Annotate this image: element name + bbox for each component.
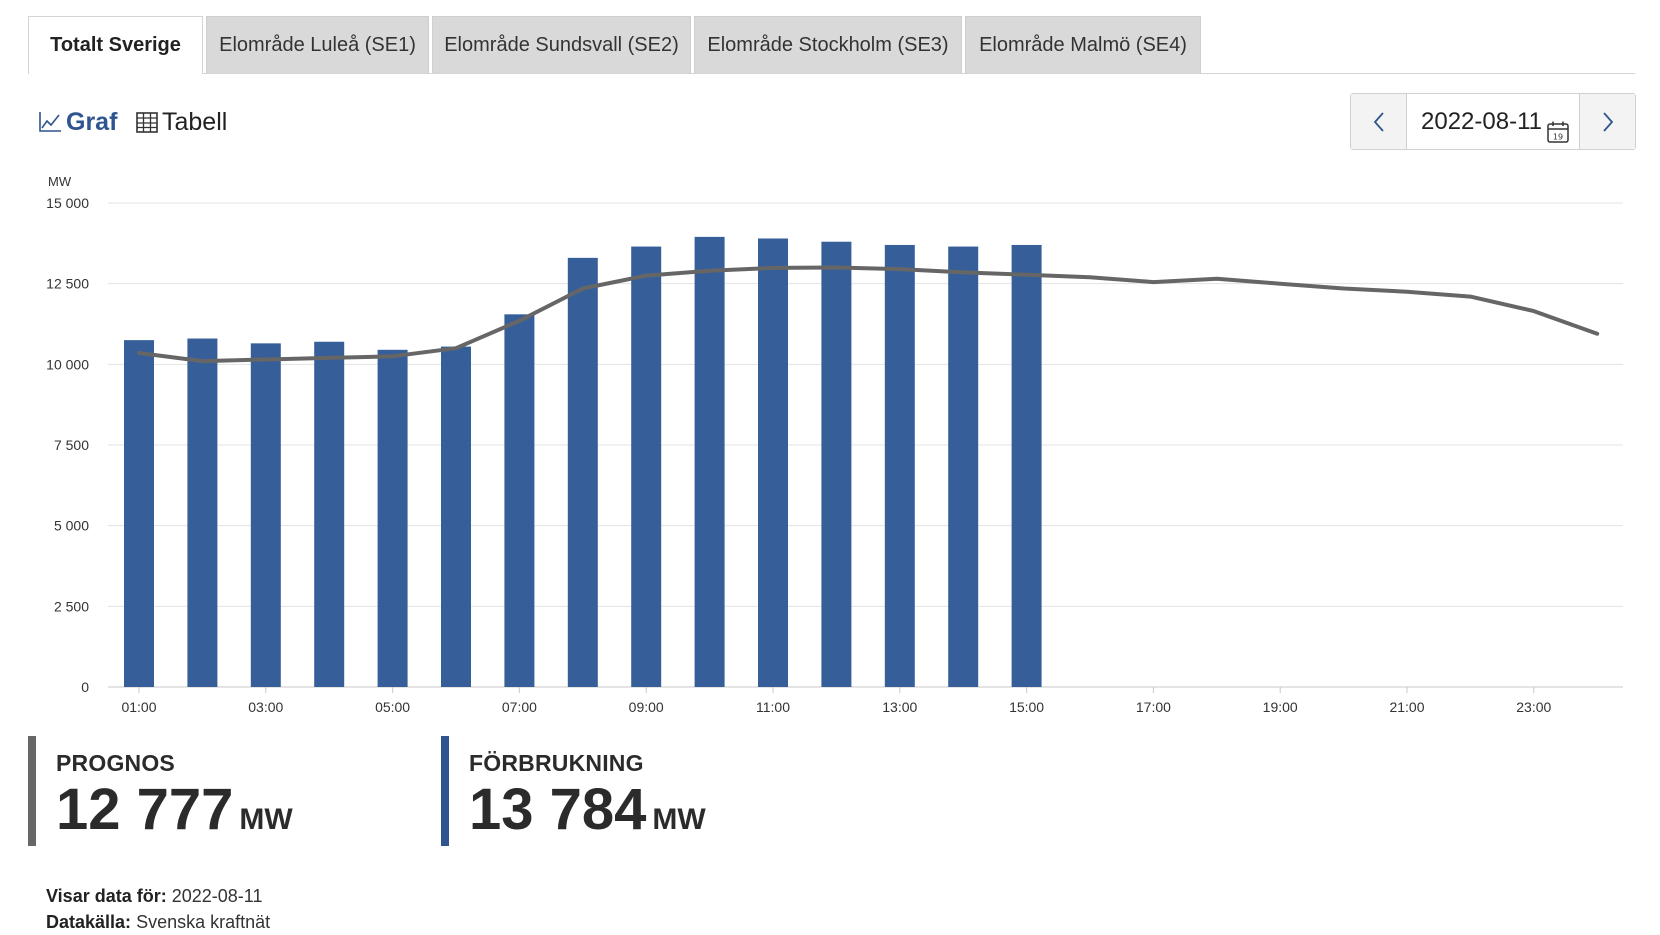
- prognos-summary: PROGNOS 12 777 MW: [28, 736, 293, 846]
- x-tick-label: 21:00: [1389, 699, 1424, 715]
- tab-se3[interactable]: Elområde Stockholm (SE3): [694, 16, 962, 73]
- x-tick-label: 07:00: [502, 699, 537, 715]
- x-tick-label: 13:00: [882, 699, 917, 715]
- table-view-label: Tabell: [162, 108, 228, 136]
- chevron-left-icon: [1373, 111, 1384, 132]
- consumption-bar: [948, 246, 979, 687]
- tab-se1[interactable]: Elområde Luleå (SE1): [206, 16, 429, 73]
- consumption-bar: [187, 338, 218, 687]
- consumption-bar: [314, 341, 345, 687]
- y-tick-label: 15 000: [46, 195, 89, 211]
- consumption-chart: MW 0 2 500 5 000 7 500 10 000 12 500 15 000 01:0…: [46, 174, 1623, 715]
- date-info-value: 2022-08-11: [171, 886, 263, 906]
- forecast-line: [137, 265, 1600, 364]
- y-tick-label: 2 500: [54, 598, 89, 614]
- tab-se2[interactable]: Elområde Sundsvall (SE2): [432, 16, 691, 73]
- consumption-bar: [377, 349, 408, 687]
- x-tick-label: 19:00: [1263, 699, 1298, 715]
- prognos-value: 12 777: [56, 777, 234, 842]
- consumption-bar: [694, 236, 725, 687]
- x-tick-label: 01:00: [121, 699, 156, 715]
- date-value: 2022-08-11: [1421, 108, 1542, 135]
- forbrukning-summary: FÖRBRUKNING 13 784 MW: [441, 736, 706, 846]
- source-info-value: Svenska kraftnät: [136, 912, 271, 932]
- calendar-day-number: 19: [1553, 133, 1563, 142]
- x-tick-label: 23:00: [1516, 699, 1551, 715]
- graph-view-label: Graf: [66, 108, 118, 136]
- prognos-unit: MW: [239, 803, 293, 836]
- graph-view-button[interactable]: Graf: [38, 104, 117, 143]
- y-unit-label: MW: [48, 174, 72, 189]
- table-view-button[interactable]: Tabell: [136, 104, 227, 143]
- y-tick-label: 5 000: [54, 518, 89, 534]
- consumption-bar: [631, 246, 662, 687]
- next-day-button[interactable]: [1579, 94, 1635, 149]
- consumption-bar: [504, 314, 535, 687]
- region-tabs: Totalt Sverige Elområde Luleå (SE1) Elom…: [28, 16, 1635, 74]
- x-tick-label: 17:00: [1136, 699, 1171, 715]
- x-tick-label: 03:00: [248, 699, 283, 715]
- prognos-value-row: 12 777 MW: [56, 779, 293, 851]
- tab-se4[interactable]: Elområde Malmö (SE4): [965, 16, 1201, 73]
- forbrukning-unit: MW: [652, 803, 706, 836]
- consumption-bar: [821, 241, 852, 687]
- tab-totalt-sverige[interactable]: Totalt Sverige: [28, 16, 203, 74]
- forbrukning-value-row: 13 784 MW: [469, 779, 706, 851]
- y-tick-label: 12 500: [46, 276, 89, 292]
- consumption-bar: [567, 257, 598, 687]
- consumption-bar: [124, 340, 154, 687]
- consumption-bar: [250, 343, 281, 687]
- source-info-line: Datakälla: Svenska kraftnät: [46, 909, 270, 935]
- x-tick-label: 09:00: [629, 699, 664, 715]
- prognos-label: PROGNOS: [56, 750, 175, 776]
- consumption-bar: [1011, 244, 1042, 687]
- y-tick-label: 10 000: [46, 356, 89, 372]
- previous-day-button[interactable]: [1351, 94, 1407, 149]
- line-chart-icon: [38, 107, 62, 143]
- consumption-bar: [884, 244, 915, 687]
- x-tick-label: 05:00: [375, 699, 410, 715]
- consumption-bar: [758, 238, 788, 687]
- date-input[interactable]: 2022-08-11 19: [1408, 94, 1580, 149]
- y-tick-label: 7 500: [54, 437, 89, 453]
- x-tick-label: 15:00: [1009, 699, 1044, 715]
- y-tick-label: 0: [81, 679, 89, 695]
- date-info-line: Visar data för: 2022-08-11: [46, 883, 270, 909]
- date-picker: 2022-08-11 19: [1350, 93, 1636, 150]
- source-info-label: Datakälla:: [46, 912, 132, 932]
- forbrukning-value: 13 784: [469, 777, 647, 842]
- table-icon: [136, 107, 158, 143]
- calendar-icon[interactable]: 19: [1546, 109, 1570, 164]
- date-info-label: Visar data för:: [46, 886, 167, 906]
- chevron-right-icon: [1602, 111, 1613, 132]
- forbrukning-label: FÖRBRUKNING: [469, 750, 644, 776]
- x-tick-label: 11:00: [756, 699, 790, 715]
- data-info: Visar data för: 2022-08-11 Datakälla: Sv…: [46, 883, 270, 935]
- consumption-bar: [441, 346, 471, 687]
